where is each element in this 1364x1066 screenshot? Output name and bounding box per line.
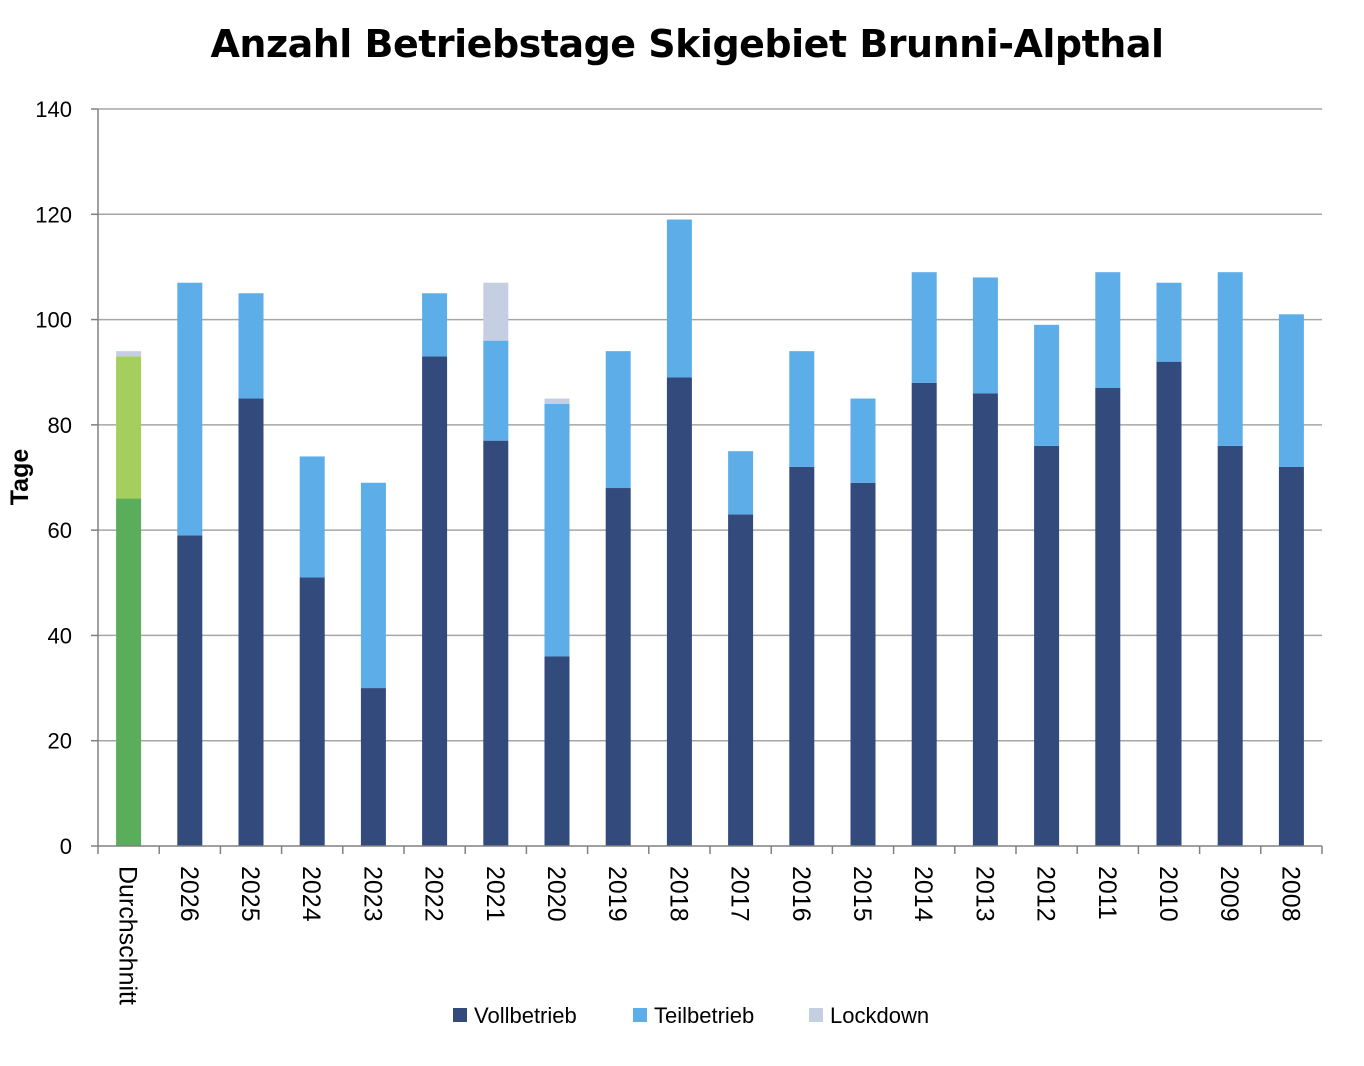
x-tick-labels: Durchschnitt 2026 2025 2024 2023 2022 2021 2020…	[114, 866, 1305, 1005]
bar-vollbetrieb-2012	[1034, 445, 1060, 846]
x-tick-label: 2026	[175, 866, 203, 922]
bar-teilbetrieb-2019	[605, 351, 631, 489]
x-tick-label: 2023	[358, 866, 386, 922]
x-tick-label: Durchschnitt	[114, 866, 142, 1005]
y-tick-label: 80	[48, 413, 72, 438]
bar-lockdown-durchschnitt	[116, 351, 142, 357]
bar-vollbetrieb-2017	[728, 514, 754, 846]
bar-teilbetrieb-2014	[911, 272, 937, 383]
x-tick-label: 2022	[420, 866, 448, 922]
gridlines	[98, 108, 1322, 742]
bar-vollbetrieb-2021	[483, 440, 509, 846]
x-tick-label: 2017	[726, 866, 754, 922]
bar-vollbetrieb-2010	[1156, 361, 1182, 846]
y-tick-label: 40	[48, 623, 72, 648]
x-tick-label: 2009	[1215, 866, 1243, 922]
bar-vollbetrieb-2014	[911, 382, 937, 846]
legend-swatch-lockdown	[809, 1008, 823, 1022]
bar-vollbetrieb-2015	[850, 482, 876, 846]
legend-swatch-teilbetrieb	[633, 1008, 647, 1022]
x-tick-label: 2013	[970, 866, 998, 922]
bar-vollbetrieb-2009	[1217, 445, 1243, 846]
bar-vollbetrieb-2020	[544, 656, 570, 846]
bar-teilbetrieb-2024	[299, 456, 325, 578]
legend-label-vollbetrieb: Vollbetrieb	[474, 1003, 577, 1028]
bar-vollbetrieb-2016	[789, 466, 815, 846]
bar-vollbetrieb-2024	[299, 577, 325, 846]
x-tick-label: 2012	[1032, 866, 1060, 922]
bars	[116, 219, 1304, 846]
x-tick-label: 2020	[542, 866, 570, 922]
x-tick-label: 2008	[1276, 866, 1304, 922]
y-tick-label: 20	[48, 729, 72, 754]
y-tick-labels: 0 20 40 60 80 100 120 140	[35, 97, 72, 859]
bar-vollbetrieb-durchschnitt	[116, 498, 142, 846]
bar-vollbetrieb-2019	[605, 488, 631, 846]
y-axis-label: Tage	[6, 449, 34, 506]
y-tick-label: 100	[35, 308, 72, 333]
bar-vollbetrieb-2011	[1095, 388, 1121, 846]
bar-teilbetrieb-2017	[728, 451, 754, 515]
bar-vollbetrieb-2008	[1278, 466, 1304, 846]
x-tick-label: 2011	[1093, 866, 1121, 920]
bar-teilbetrieb-2026	[177, 282, 203, 536]
axes	[91, 108, 1323, 854]
chart-title: Anzahl Betriebstage Skigebiet Brunni-Alp…	[210, 22, 1164, 66]
bar-teilbetrieb-2010	[1156, 282, 1182, 362]
bar-vollbetrieb-2013	[972, 393, 998, 846]
y-tick-label: 140	[35, 97, 72, 122]
bar-teilbetrieb-2021	[483, 340, 509, 441]
x-tick-label: 2021	[481, 866, 509, 922]
bar-teilbetrieb-2016	[789, 351, 815, 467]
bar-lockdown-2021	[483, 282, 509, 341]
x-tick-label: 2015	[848, 866, 876, 922]
y-tick-label: 60	[48, 518, 72, 543]
bar-teilbetrieb-2015	[850, 398, 876, 483]
bar-teilbetrieb-2011	[1095, 272, 1121, 389]
x-tick-label: 2018	[664, 866, 692, 922]
x-tick-label: 2025	[236, 866, 264, 922]
legend: Vollbetrieb Teilbetrieb Lockdown	[453, 1003, 929, 1028]
bar-teilbetrieb-2022	[422, 293, 448, 357]
x-tick-label: 2010	[1154, 866, 1182, 922]
bar-vollbetrieb-2018	[666, 377, 692, 846]
bar-vollbetrieb-2026	[177, 535, 203, 846]
y-tick-label: 120	[35, 202, 72, 227]
bar-teilbetrieb-2008	[1278, 314, 1304, 467]
x-tick-label: 2014	[909, 866, 937, 922]
bar-teilbetrieb-2023	[360, 482, 386, 689]
bar-teilbetrieb-2018	[666, 219, 692, 378]
bar-teilbetrieb-2020	[544, 403, 570, 657]
x-tick-label: 2016	[787, 866, 815, 922]
bar-teilbetrieb-2013	[972, 277, 998, 394]
bar-teilbetrieb-2012	[1034, 324, 1060, 446]
bar-lockdown-2020	[544, 398, 570, 404]
bar-vollbetrieb-2022	[422, 356, 448, 846]
x-tick-label: 2019	[603, 866, 631, 922]
bar-teilbetrieb-2025	[238, 293, 264, 399]
bar-vollbetrieb-2023	[360, 688, 386, 846]
bar-teilbetrieb-durchschnitt	[116, 356, 142, 499]
y-tick-label: 0	[60, 834, 72, 859]
bar-teilbetrieb-2009	[1217, 272, 1243, 446]
legend-swatch-vollbetrieb	[453, 1008, 467, 1022]
legend-label-teilbetrieb: Teilbetrieb	[654, 1003, 754, 1028]
bar-vollbetrieb-2025	[238, 398, 264, 846]
legend-label-lockdown: Lockdown	[830, 1003, 929, 1028]
x-tick-label: 2024	[297, 866, 325, 922]
